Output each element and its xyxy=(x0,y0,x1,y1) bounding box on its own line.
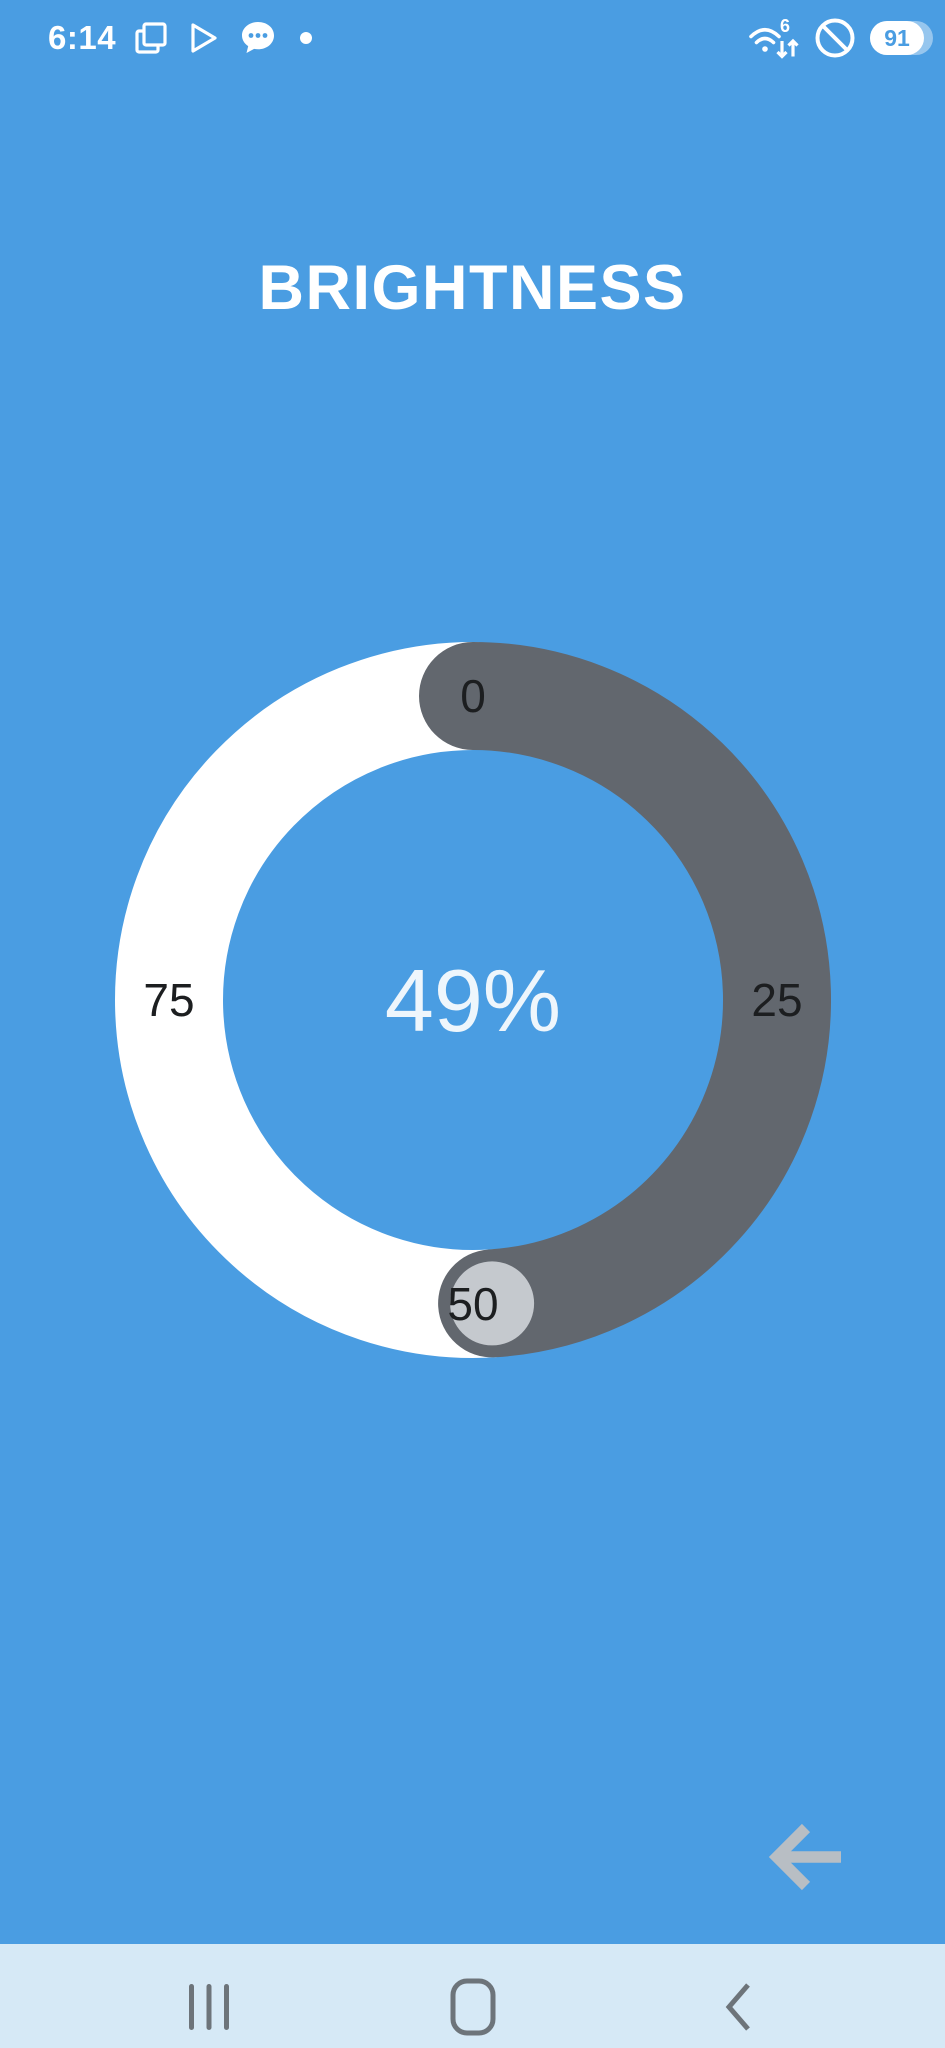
battery-level: 91 xyxy=(870,21,924,55)
interruptions-blocked-icon xyxy=(815,18,855,58)
multi-window-icon xyxy=(135,22,167,54)
navigation-bar xyxy=(0,1944,945,2048)
back-chevron-icon xyxy=(725,1983,750,2031)
notification-dot-icon xyxy=(300,32,313,44)
recents-icon xyxy=(189,1984,229,2030)
dial-knob[interactable] xyxy=(450,1261,535,1346)
arrow-left-icon xyxy=(768,1823,841,1891)
status-bar-left: 6:14 xyxy=(48,19,313,57)
dial-tick-labels: 0 25 50 75 xyxy=(143,670,802,1330)
nav-back-button[interactable] xyxy=(724,1982,752,2035)
brightness-dial[interactable]: 0 25 50 75 49% xyxy=(0,0,945,1500)
dial-tick-label: 25 xyxy=(751,974,802,1026)
battery-indicator: 91 xyxy=(870,21,933,55)
nav-home-button[interactable] xyxy=(450,1978,496,2039)
status-bar-right: 6 91 xyxy=(748,14,935,62)
page-title: BRIGHTNESS xyxy=(258,253,687,323)
dial-tick-label: 0 xyxy=(460,670,486,722)
clock: 6:14 xyxy=(48,19,117,56)
home-icon xyxy=(450,1978,496,2036)
nav-recents-button[interactable] xyxy=(187,1982,231,2035)
wifi6-label: 6 xyxy=(780,16,790,36)
dial-value-text: 49% xyxy=(385,951,561,1050)
play-store-icon xyxy=(191,23,217,53)
wifi6-icon: 6 xyxy=(749,16,799,59)
dial-remainder-arc[interactable] xyxy=(115,642,547,1358)
back-button[interactable] xyxy=(762,1815,846,1899)
dial-value-arc[interactable] xyxy=(419,642,831,1358)
messages-icon xyxy=(242,22,275,53)
status-bar: 6:14 6 xyxy=(0,0,945,70)
dial-tick-label: 75 xyxy=(143,974,194,1026)
dial-tick-label: 50 xyxy=(447,1278,498,1330)
